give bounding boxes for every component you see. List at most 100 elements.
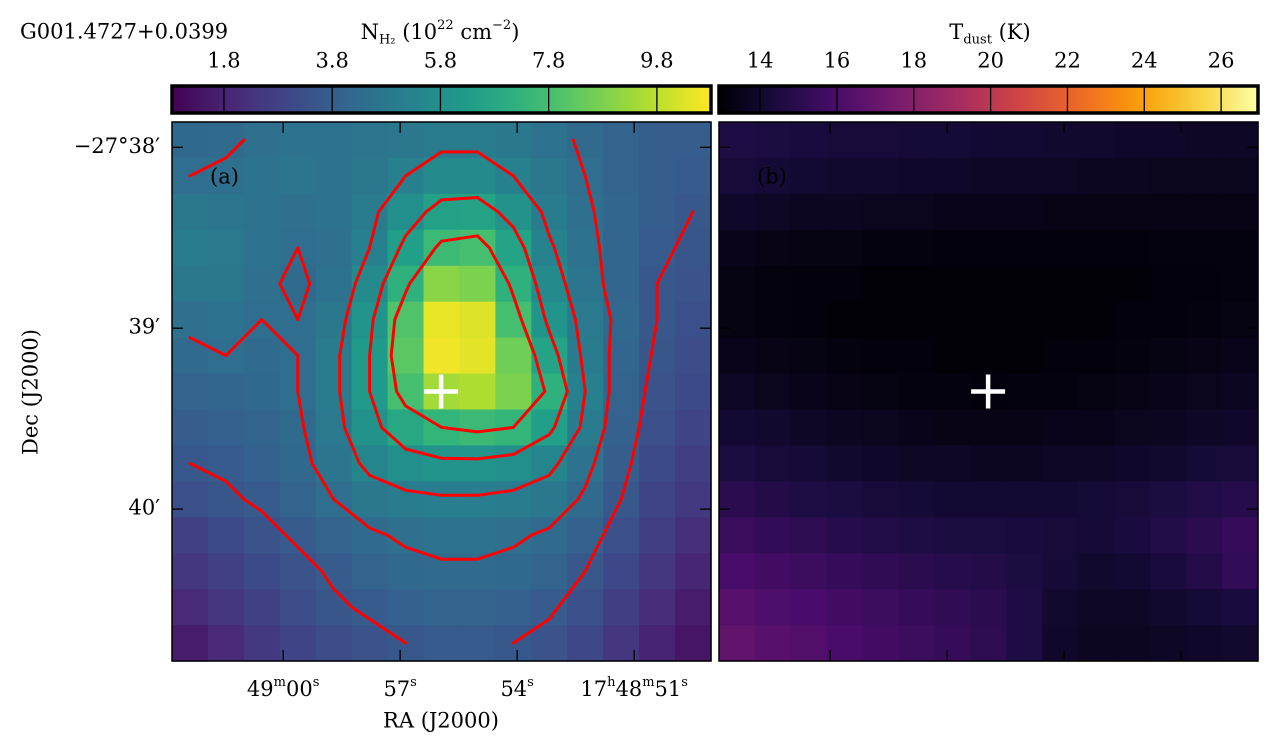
x-axis-label: RA (J2000) <box>383 709 499 733</box>
y-tick-label: 39′ <box>129 315 161 339</box>
heatmap-cell <box>970 265 1008 303</box>
heatmap-cell <box>207 517 245 554</box>
heatmap-cell <box>1078 229 1115 267</box>
heatmap-cell <box>1006 445 1043 482</box>
heatmap-cell <box>1078 157 1115 195</box>
heatmap-cell <box>315 337 353 375</box>
heatmap-cell <box>387 553 425 590</box>
colorbar <box>717 84 1260 115</box>
heatmap-cell <box>1042 193 1079 231</box>
heatmap-cell <box>1042 301 1079 339</box>
heatmap-cell <box>423 625 461 662</box>
contour <box>368 196 569 461</box>
heatmap-cell <box>603 265 640 303</box>
heatmap-cell <box>862 337 900 375</box>
x-tick-label-part: 51 <box>655 677 682 701</box>
colorbar-tick-label: 18 <box>900 49 927 73</box>
heatmap-cell <box>1186 409 1223 446</box>
heatmap-cell <box>1114 373 1151 411</box>
heatmap-cell <box>1114 445 1151 482</box>
heatmap-cell <box>639 409 676 446</box>
y-tick-label: 40′ <box>129 496 161 520</box>
x-tick-label: 57s <box>383 675 417 701</box>
heatmap-cell <box>675 553 712 590</box>
heatmap-cell <box>1006 229 1043 267</box>
heatmap-cell <box>1078 445 1115 482</box>
heatmap-cell <box>243 553 281 590</box>
heatmap-cell <box>1042 625 1079 662</box>
heatmap-cell <box>1042 481 1079 518</box>
heatmap-cell <box>862 553 900 590</box>
heatmap-cell <box>1114 553 1151 590</box>
heatmap-cell <box>862 373 900 411</box>
heatmap-cell <box>898 589 936 626</box>
heatmap-cell <box>826 409 864 446</box>
heatmap-cell <box>934 122 972 159</box>
heatmap-cell <box>970 553 1008 590</box>
heatmap-cell <box>898 445 936 482</box>
heatmap-cell <box>603 193 640 231</box>
x-tick-label-part: m <box>642 675 654 690</box>
heatmap-cell <box>719 445 756 482</box>
heatmap-cell <box>826 265 864 303</box>
heatmap-cell <box>970 122 1008 159</box>
heatmap-cell <box>207 625 245 662</box>
heatmap-cell <box>1186 157 1223 195</box>
heatmap-cell <box>351 625 389 662</box>
heatmap-cell <box>495 589 532 626</box>
heatmap-cell <box>639 517 676 554</box>
heatmap-cell <box>1186 553 1223 590</box>
heatmap <box>719 122 1259 662</box>
x-tick-label-part: s <box>410 675 417 690</box>
heatmap-cell <box>1078 481 1115 518</box>
heatmap-cell <box>1186 481 1223 518</box>
heatmap-cell <box>1042 517 1079 554</box>
heatmap-cell <box>423 265 461 303</box>
heatmap-cell <box>1150 553 1187 590</box>
heatmap-cell <box>567 517 604 554</box>
heatmap-cell <box>567 265 604 303</box>
heatmap-cell <box>898 229 936 267</box>
heatmap-cell <box>351 553 389 590</box>
colorbar-label-part: dust <box>963 32 992 47</box>
heatmap-cell <box>639 193 676 231</box>
heatmap-cell <box>639 481 676 518</box>
heatmap-cell <box>207 122 245 159</box>
heatmap-cell <box>423 445 461 482</box>
heatmap-cell <box>603 229 640 267</box>
x-tick-label-part: h <box>607 675 616 690</box>
heatmap-cell <box>495 481 532 518</box>
heatmap-cell <box>826 373 864 411</box>
heatmap-cell <box>675 337 712 375</box>
heatmap-cell <box>172 122 209 159</box>
heatmap-cell <box>1114 193 1151 231</box>
heatmap-cell <box>243 193 281 231</box>
x-tick-label: 49m00s <box>247 675 320 701</box>
colorbar-tick-label: 5.8 <box>424 49 457 73</box>
heatmap-cell <box>826 229 864 267</box>
heatmap-cell <box>934 589 972 626</box>
colorbar-tick-label: 20 <box>977 49 1004 73</box>
heatmap-cell <box>719 157 756 195</box>
heatmap-cell <box>351 193 389 231</box>
heatmap-cell <box>1222 301 1259 339</box>
heatmap-cell <box>898 122 936 159</box>
heatmap-cell <box>970 157 1008 195</box>
heatmap-cell <box>790 229 828 267</box>
heatmap-cell <box>675 589 712 626</box>
heatmap-cell <box>719 193 756 231</box>
heatmap-cell <box>1042 122 1079 159</box>
heatmap-cell <box>675 301 712 339</box>
heatmap-cell <box>1114 157 1151 195</box>
heatmap-cell <box>1150 445 1187 482</box>
heatmap-cell <box>898 265 936 303</box>
heatmap-cell <box>754 301 792 339</box>
heatmap-cell <box>862 409 900 446</box>
colorbar-label-part: cm <box>454 20 492 44</box>
heatmap-cell <box>279 625 317 662</box>
heatmap-cell <box>675 409 712 446</box>
heatmap-cell <box>279 122 317 159</box>
heatmap-cell <box>1078 265 1115 303</box>
heatmap-cell <box>1186 625 1223 662</box>
heatmap-cell <box>934 265 972 303</box>
